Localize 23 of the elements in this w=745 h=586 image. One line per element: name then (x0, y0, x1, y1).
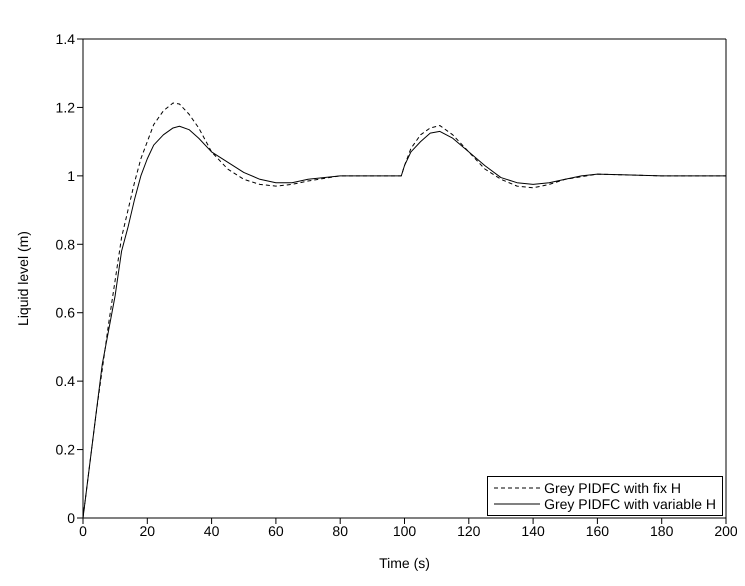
y-tick-label: 0.6 (56, 304, 76, 321)
x-tick-label: 160 (586, 522, 610, 539)
x-tick-label: 0 (79, 522, 88, 539)
x-tick-label: 80 (332, 522, 348, 539)
y-tick-label: 0.2 (56, 442, 76, 458)
y-tick-label: 1.2 (56, 99, 76, 116)
x-tick-label: 20 (140, 522, 156, 539)
x-tick-label: 200 (714, 522, 738, 539)
x-tick-label: 140 (521, 522, 545, 539)
x-tick-label: 100 (392, 522, 416, 539)
y-tick-label: 0.4 (56, 373, 76, 390)
x-tick-label: 60 (268, 522, 284, 539)
y-tick-label: 1 (67, 168, 76, 184)
y-tick-label: 0.8 (56, 236, 76, 252)
y-tick-label: 1.4 (56, 30, 76, 47)
legend-label: Grey PIDFC with fix H (544, 480, 681, 496)
legend-label: Grey PIDFC with variable H (544, 496, 716, 512)
x-tick-label: 40 (204, 522, 220, 539)
y-tick-label: 0 (67, 510, 76, 526)
x-tick-label: 180 (650, 522, 674, 539)
x-axis-title: Time (s) (379, 555, 430, 571)
x-tick-label: 120 (457, 522, 481, 539)
y-axis-title: Liquid level (m) (14, 231, 31, 326)
